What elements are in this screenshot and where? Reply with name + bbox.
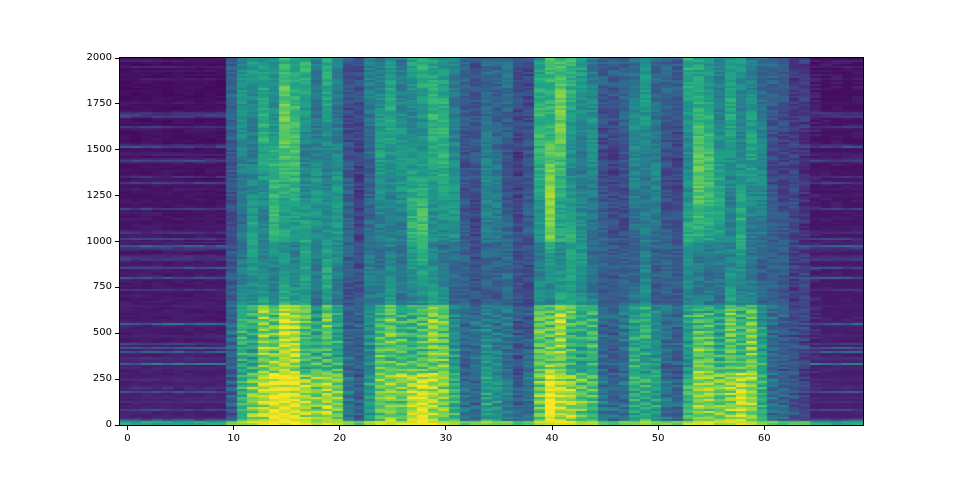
x-tick-label: 60 xyxy=(757,433,771,444)
x-tick-mark xyxy=(233,426,235,430)
y-tick-label: 1750 xyxy=(86,97,112,109)
x-tick-mark xyxy=(763,426,765,430)
x-tick-label: 0 xyxy=(124,433,131,444)
y-tick-mark xyxy=(115,286,119,288)
y-tick-mark xyxy=(115,378,119,380)
y-tick-label: 2000 xyxy=(86,52,112,63)
y-tick-mark xyxy=(115,241,119,242)
y-tick-label: 1500 xyxy=(86,143,112,155)
y-tick-label: 750 xyxy=(92,281,112,293)
y-tick-label: 1250 xyxy=(86,189,112,201)
x-tick-mark xyxy=(657,426,659,430)
y-tick-mark xyxy=(115,424,119,426)
spectrogram-image xyxy=(120,58,863,425)
y-tick-label: 250 xyxy=(92,373,112,385)
x-tick-label: 20 xyxy=(333,433,347,444)
spectrogram-axes xyxy=(119,57,864,426)
x-tick-mark xyxy=(445,426,447,430)
y-tick-label: 500 xyxy=(92,327,112,339)
x-tick-mark xyxy=(126,426,128,430)
y-tick-mark xyxy=(115,103,119,105)
x-tick-label: 50 xyxy=(651,433,665,444)
x-tick-mark xyxy=(339,426,341,430)
y-tick-label: 0 xyxy=(105,419,112,430)
y-tick-label: 1000 xyxy=(86,235,112,247)
y-tick-mark xyxy=(115,149,119,151)
y-tick-mark xyxy=(115,332,119,334)
x-tick-label: 30 xyxy=(439,433,453,444)
y-tick-mark xyxy=(115,57,119,59)
x-tick-label: 10 xyxy=(227,433,240,444)
x-tick-mark xyxy=(551,426,553,430)
x-tick-label: 40 xyxy=(545,433,559,444)
y-tick-mark xyxy=(115,195,119,197)
